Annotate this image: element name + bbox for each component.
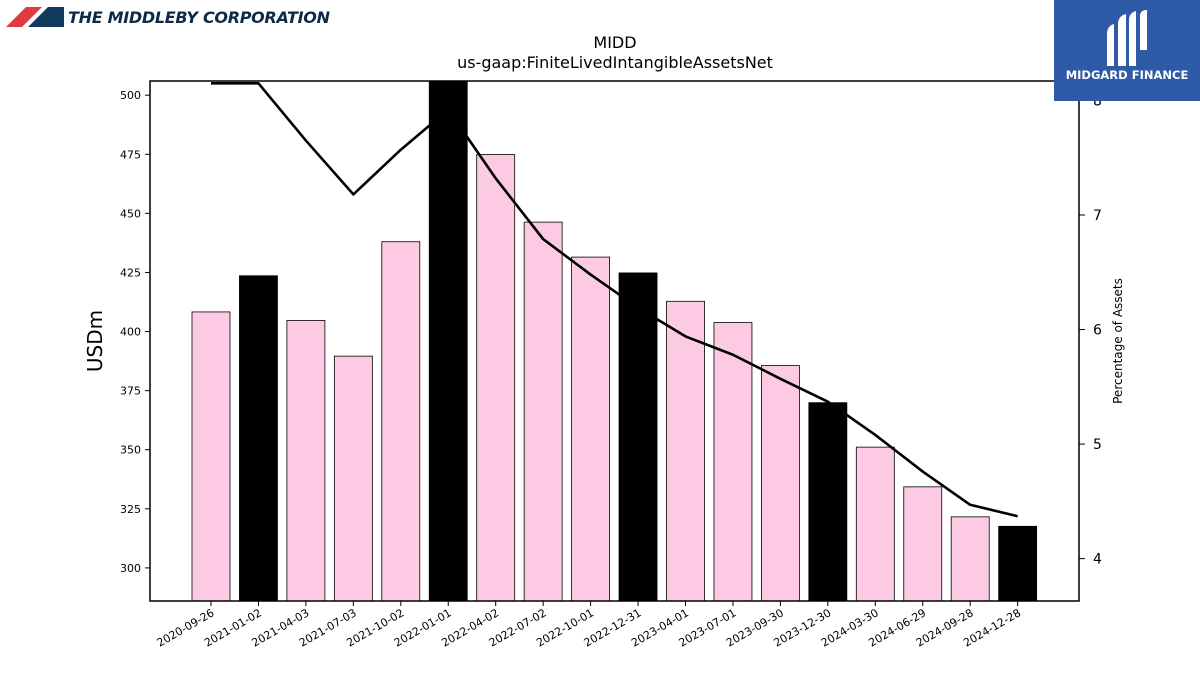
chart-title: MIDD [593, 33, 636, 52]
bar-2022-04-02 [476, 154, 516, 602]
bar-2023-07-01 [713, 322, 753, 602]
bars-layer [191, 80, 1038, 602]
y-tick-label: 450 [120, 207, 141, 220]
y-tick-label: 300 [120, 562, 141, 575]
brand-logo: MIDGARD FINANCE [1054, 0, 1200, 101]
chart-subtitle: us-gaap:FiniteLivedIntangibleAssetsNet [457, 53, 773, 72]
y-tick-label: 500 [120, 89, 141, 102]
y-tick-label: 350 [120, 444, 141, 457]
brand-mark-icon [1107, 10, 1147, 66]
brand-name: MIDGARD FINANCE [1065, 68, 1189, 82]
plot-frame [149, 80, 1080, 602]
bar-2024-09-28 [950, 516, 990, 602]
line-layer [211, 81, 1018, 518]
bar-2021-04-03 [286, 320, 326, 602]
left-axis: 300 325 350 375 400 425 450 475 500 [120, 89, 150, 575]
bar-2022-01-01 [428, 80, 468, 602]
bar-2021-01-02 [239, 275, 278, 602]
y2-tick-label: 7 [1093, 208, 1102, 224]
y2-tick-label: 5 [1093, 437, 1102, 453]
y-axis-label: USDm [83, 310, 107, 372]
bar-2022-10-01 [571, 256, 610, 602]
bar-2022-12-31 [618, 272, 658, 602]
bar-2021-10-02 [381, 241, 421, 602]
x-axis: 2020-09-262021-01-022021-04-032021-07-03… [155, 601, 1023, 650]
company-name: THE MIDDLEBY CORPORATION [68, 7, 330, 27]
bar-2022-07-02 [523, 221, 563, 602]
bar-2024-03-30 [855, 446, 895, 602]
y2-axis-label: Percentage of Assets [1111, 278, 1125, 404]
company-logo: THE MIDDLEBY CORPORATION [6, 6, 330, 28]
y-tick-label: 325 [120, 503, 141, 516]
right-axis: 4 5 6 7 8 [1079, 93, 1102, 568]
bar-2024-12-28 [998, 525, 1038, 602]
bar-2021-07-03 [333, 355, 373, 602]
bar-2020-09-26 [191, 311, 231, 602]
line-series [211, 81, 1018, 518]
y-tick-label: 425 [120, 266, 141, 279]
bar-2023-12-30 [808, 402, 848, 602]
bar-2023-09-30 [761, 365, 800, 602]
y2-tick-label: 6 [1093, 323, 1102, 339]
y-tick-label: 475 [120, 148, 141, 161]
company-logo-icon [6, 7, 64, 27]
bar-2023-04-01 [666, 300, 705, 602]
y-tick-label: 400 [120, 326, 141, 339]
y2-tick-label: 8 [1093, 93, 1102, 109]
bar-2024-06-29 [903, 486, 943, 602]
y-tick-label: 375 [120, 385, 141, 398]
y2-tick-label: 4 [1093, 552, 1102, 568]
